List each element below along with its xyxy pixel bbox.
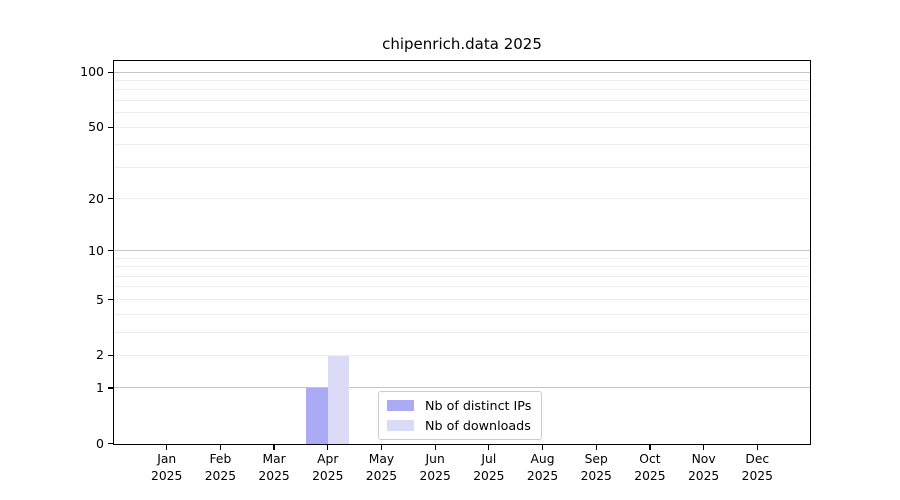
gridline-minor <box>114 100 810 101</box>
x-tick-mark <box>273 445 275 450</box>
x-tick-label: Aug 2025 <box>511 451 575 484</box>
plot-area <box>113 60 811 445</box>
y-tick-label: 10 <box>88 242 104 258</box>
x-tick-mark <box>327 445 329 450</box>
x-tick-year: 2025 <box>526 468 559 483</box>
chart-title: chipenrich.data 2025 <box>382 35 542 53</box>
x-tick-year: 2025 <box>741 468 773 483</box>
x-tick-label: Sep 2025 <box>564 451 628 484</box>
x-tick-label: Apr 2025 <box>296 451 360 484</box>
legend: Nb of distinct IPs Nb of downloads <box>378 391 543 440</box>
y-tick-label: 50 <box>88 119 104 135</box>
gridline-minor <box>114 112 810 114</box>
x-tick-mark <box>541 445 544 450</box>
y-tick-label: 1 <box>96 380 104 395</box>
gridline-minor <box>114 275 810 277</box>
x-tick-month: Oct <box>639 452 661 466</box>
x-tick-label: Nov 2025 <box>672 451 736 484</box>
x-tick-mark <box>702 445 705 450</box>
x-tick-mark <box>219 445 222 450</box>
x-tick-year: 2025 <box>580 468 612 483</box>
x-tick-month: Nov <box>691 452 716 466</box>
y-tick-mark <box>108 126 113 128</box>
x-tick-label: Jun 2025 <box>403 451 467 484</box>
x-tick-mark <box>756 445 758 450</box>
y-tick-mark <box>108 71 113 73</box>
x-tick-year: 2025 <box>365 468 398 483</box>
bar-distinct-ips <box>306 388 328 444</box>
x-tick-year: 2025 <box>151 468 183 483</box>
x-tick-month: May <box>368 452 395 466</box>
y-tick-mark <box>108 198 113 200</box>
gridline-minor <box>114 198 810 200</box>
gridline-minor <box>114 126 810 128</box>
x-tick-label: May 2025 <box>349 451 413 484</box>
y-tick-mark <box>108 298 113 301</box>
x-tick-label: Feb 2025 <box>188 451 252 484</box>
legend-swatch-icon <box>387 420 414 431</box>
x-tick-label: Jul 2025 <box>457 451 521 484</box>
y-tick-label: 100 <box>80 64 104 80</box>
x-tick-year: 2025 <box>473 468 505 483</box>
legend-swatch-icon <box>387 400 414 411</box>
x-tick-mark <box>649 445 651 450</box>
x-tick-mark <box>166 445 168 450</box>
x-tick-month: Mar <box>262 452 286 466</box>
x-tick-month: Aug <box>530 452 555 466</box>
x-tick-mark <box>380 445 383 450</box>
x-tick-label: Jan 2025 <box>135 451 199 484</box>
x-tick-month: Jun <box>425 452 445 466</box>
legend-entry: Nb of downloads <box>387 418 531 433</box>
gridline-minor <box>114 166 810 168</box>
y-tick-label: 2 <box>96 347 104 363</box>
x-tick-mark <box>434 445 436 450</box>
x-tick-year: 2025 <box>419 468 451 483</box>
x-tick-label: Mar 2025 <box>242 451 306 484</box>
x-tick-year: 2025 <box>258 468 290 483</box>
gridline-minor <box>114 298 810 300</box>
x-tick-year: 2025 <box>312 468 344 483</box>
gridline-minor <box>114 313 810 315</box>
x-tick-month: Apr <box>317 452 339 466</box>
gridline-major <box>114 387 810 389</box>
gridline-minor <box>114 331 810 333</box>
y-tick-mark <box>108 443 113 445</box>
x-tick-month: Feb <box>209 452 232 466</box>
x-tick-month: Jan <box>157 452 177 466</box>
y-tick-label: 20 <box>88 190 104 206</box>
gridline-major <box>114 250 810 252</box>
x-tick-year: 2025 <box>687 468 720 483</box>
x-tick-month: Sep <box>584 452 608 466</box>
gridline-minor <box>114 286 810 288</box>
gridline-minor <box>114 354 810 356</box>
x-tick-mark <box>595 445 597 450</box>
x-tick-year: 2025 <box>204 468 237 483</box>
x-tick-month: Jul <box>481 452 497 466</box>
gridline-minor <box>114 89 810 91</box>
gridline-minor <box>114 257 810 259</box>
gridline-minor <box>114 144 810 146</box>
x-tick-label: Dec 2025 <box>725 451 789 484</box>
y-tick-mark <box>108 354 113 357</box>
gridline-major <box>114 71 810 73</box>
x-tick-month: Dec <box>745 452 770 466</box>
gridline-minor <box>114 80 810 82</box>
x-tick-label: Oct 2025 <box>618 451 682 484</box>
y-tick-label: 5 <box>96 291 104 307</box>
x-tick-mark <box>488 445 490 450</box>
gridline-minor <box>114 266 810 268</box>
legend-entry: Nb of distinct IPs <box>387 398 531 413</box>
legend-label: Nb of downloads <box>425 418 531 433</box>
y-tick-label: 0 <box>96 435 104 451</box>
x-tick-year: 2025 <box>634 468 666 483</box>
legend-label: Nb of distinct IPs <box>425 398 532 413</box>
bar-downloads <box>327 355 350 444</box>
y-tick-mark <box>108 387 113 389</box>
y-tick-mark <box>108 250 113 252</box>
